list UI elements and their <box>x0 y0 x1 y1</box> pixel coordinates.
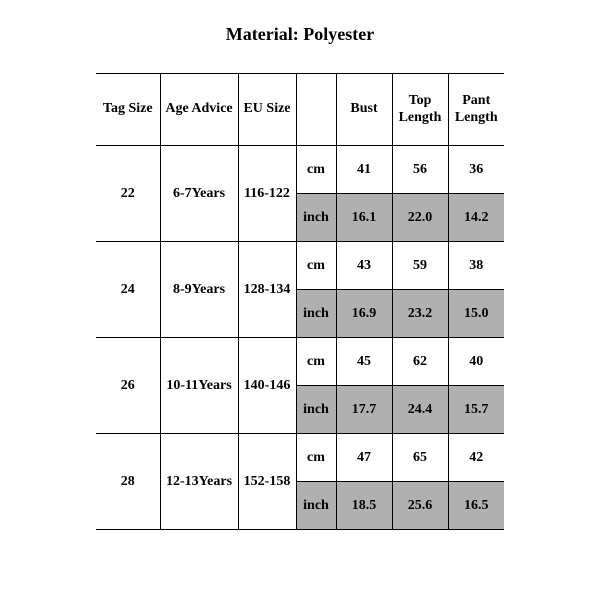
cell-pant: 15.0 <box>448 290 504 338</box>
cell-tag: 26 <box>96 338 160 434</box>
cell-bust: 16.9 <box>336 290 392 338</box>
cell-unit-inch: inch <box>296 290 336 338</box>
cell-top: 65 <box>392 434 448 482</box>
col-tag-size: Tag Size <box>96 74 160 146</box>
page-title: Material: Polyester <box>0 24 600 45</box>
col-bust: Bust <box>336 74 392 146</box>
cell-unit-cm: cm <box>296 434 336 482</box>
cell-unit-cm: cm <box>296 242 336 290</box>
cell-bust: 17.7 <box>336 386 392 434</box>
cell-pant: 14.2 <box>448 194 504 242</box>
size-chart-page: Material: Polyester Tag Size Age Advice … <box>0 0 600 600</box>
cell-unit-inch: inch <box>296 386 336 434</box>
cell-top: 59 <box>392 242 448 290</box>
size-table: Tag Size Age Advice EU Size Bust Top Len… <box>96 73 504 530</box>
cell-unit-inch: inch <box>296 482 336 530</box>
col-pant-length: Pant Length <box>448 74 504 146</box>
cell-bust: 18.5 <box>336 482 392 530</box>
cell-unit-cm: cm <box>296 338 336 386</box>
cell-tag: 28 <box>96 434 160 530</box>
table-row: 26 10-11Years 140-146 cm 45 62 40 <box>96 338 504 386</box>
cell-top: 23.2 <box>392 290 448 338</box>
cell-top: 22.0 <box>392 194 448 242</box>
cell-bust: 41 <box>336 146 392 194</box>
cell-age: 6-7Years <box>160 146 238 242</box>
cell-top: 24.4 <box>392 386 448 434</box>
cell-pant: 42 <box>448 434 504 482</box>
cell-bust: 47 <box>336 434 392 482</box>
cell-top: 25.6 <box>392 482 448 530</box>
cell-top: 62 <box>392 338 448 386</box>
cell-pant: 40 <box>448 338 504 386</box>
cell-pant: 38 <box>448 242 504 290</box>
cell-age: 12-13Years <box>160 434 238 530</box>
cell-pant: 16.5 <box>448 482 504 530</box>
col-unit <box>296 74 336 146</box>
col-eu-size: EU Size <box>238 74 296 146</box>
cell-unit-cm: cm <box>296 146 336 194</box>
table-row: 28 12-13Years 152-158 cm 47 65 42 <box>96 434 504 482</box>
cell-eu: 128-134 <box>238 242 296 338</box>
cell-tag: 24 <box>96 242 160 338</box>
cell-pant: 36 <box>448 146 504 194</box>
table-row: 24 8-9Years 128-134 cm 43 59 38 <box>96 242 504 290</box>
table-row: 22 6-7Years 116-122 cm 41 56 36 <box>96 146 504 194</box>
cell-tag: 22 <box>96 146 160 242</box>
table-body: 22 6-7Years 116-122 cm 41 56 36 inch 16.… <box>96 146 504 530</box>
cell-bust: 16.1 <box>336 194 392 242</box>
cell-age: 10-11Years <box>160 338 238 434</box>
cell-eu: 140-146 <box>238 338 296 434</box>
cell-age: 8-9Years <box>160 242 238 338</box>
col-top-length: Top Length <box>392 74 448 146</box>
cell-top: 56 <box>392 146 448 194</box>
cell-bust: 43 <box>336 242 392 290</box>
cell-pant: 15.7 <box>448 386 504 434</box>
table-header-row: Tag Size Age Advice EU Size Bust Top Len… <box>96 74 504 146</box>
cell-eu: 116-122 <box>238 146 296 242</box>
col-age-advice: Age Advice <box>160 74 238 146</box>
cell-eu: 152-158 <box>238 434 296 530</box>
cell-unit-inch: inch <box>296 194 336 242</box>
cell-bust: 45 <box>336 338 392 386</box>
